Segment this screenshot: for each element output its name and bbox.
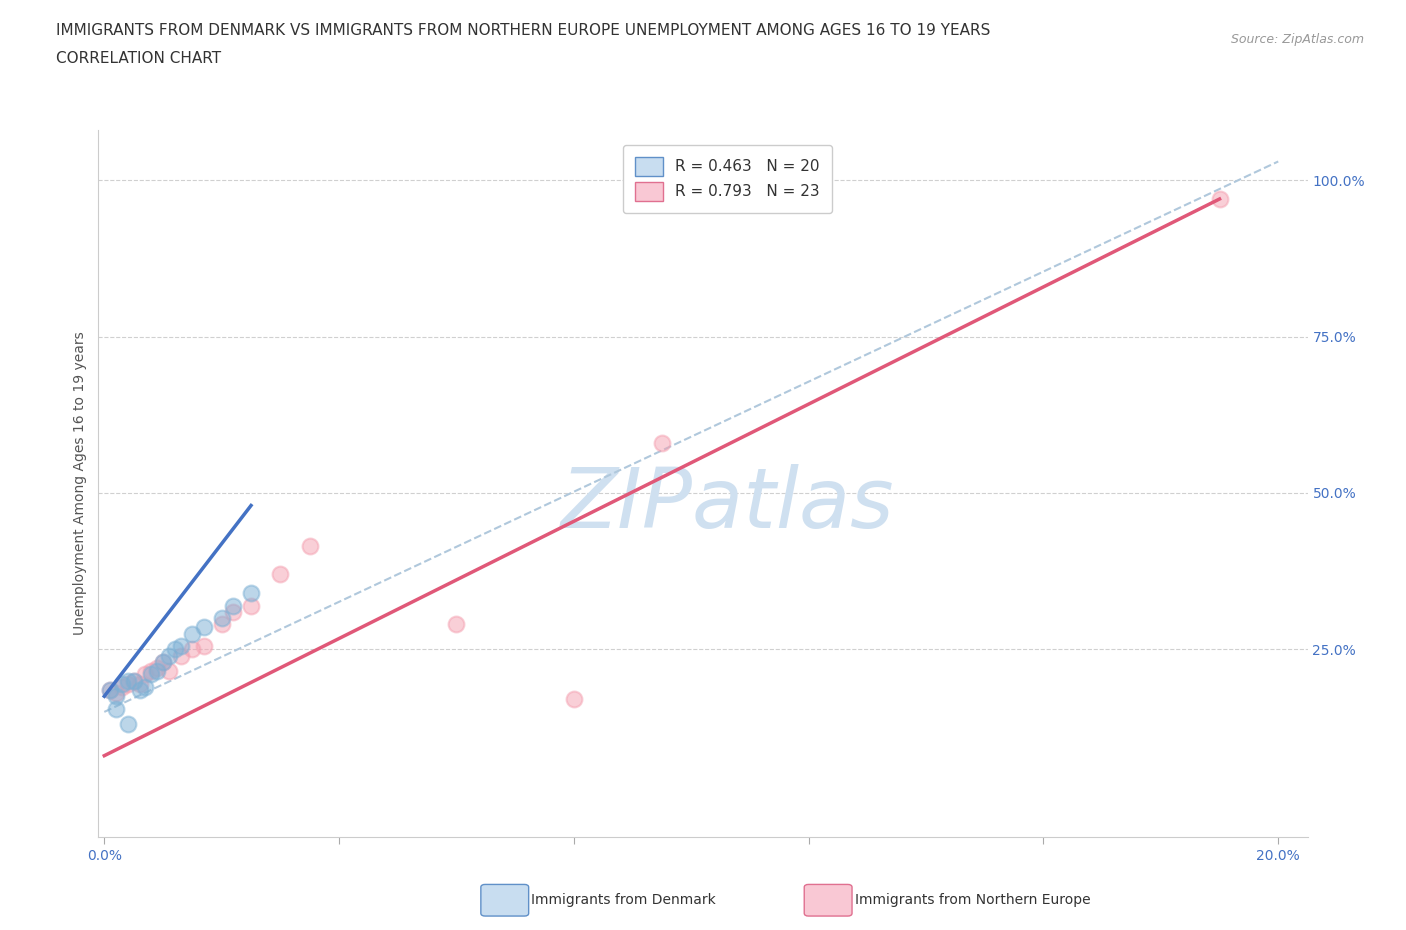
Point <box>211 611 233 626</box>
Point <box>122 673 145 688</box>
Point <box>117 717 139 732</box>
Point <box>240 598 263 613</box>
Point <box>98 683 121 698</box>
Point <box>240 586 263 601</box>
Point <box>157 648 180 663</box>
Legend: R = 0.463   N = 20, R = 0.793   N = 23: R = 0.463 N = 20, R = 0.793 N = 23 <box>623 145 831 213</box>
Text: Source: ZipAtlas.com: Source: ZipAtlas.com <box>1230 33 1364 46</box>
Point <box>169 648 191 663</box>
Point <box>222 604 245 619</box>
Text: Immigrants from Denmark: Immigrants from Denmark <box>531 893 716 908</box>
Point <box>128 683 150 698</box>
Point <box>562 692 585 707</box>
Point <box>157 664 180 679</box>
Point <box>141 664 163 679</box>
Point <box>146 664 169 679</box>
Point <box>181 626 204 641</box>
Point <box>193 639 215 654</box>
Point <box>222 598 245 613</box>
Point <box>105 685 128 700</box>
Point <box>146 660 169 675</box>
Point <box>141 667 163 682</box>
Point <box>193 620 215 635</box>
Point <box>269 567 291 582</box>
Point <box>181 642 204 657</box>
Y-axis label: Unemployment Among Ages 16 to 19 years: Unemployment Among Ages 16 to 19 years <box>73 332 87 635</box>
Point <box>117 676 139 691</box>
Point <box>152 655 174 670</box>
Point <box>105 701 128 716</box>
Text: ZIPatlas: ZIPatlas <box>561 464 894 545</box>
Point <box>211 617 233 631</box>
Point <box>105 689 128 704</box>
Point <box>111 680 134 695</box>
Text: IMMIGRANTS FROM DENMARK VS IMMIGRANTS FROM NORTHERN EUROPE UNEMPLOYMENT AMONG AG: IMMIGRANTS FROM DENMARK VS IMMIGRANTS FR… <box>56 23 991 38</box>
Point <box>134 667 156 682</box>
Point <box>128 676 150 691</box>
Point <box>298 538 321 553</box>
Point <box>1208 192 1230 206</box>
Point <box>122 673 145 688</box>
Point <box>446 617 468 631</box>
Point <box>651 435 673 450</box>
Point <box>98 683 121 698</box>
Point <box>111 676 134 691</box>
Point <box>134 680 156 695</box>
Text: CORRELATION CHART: CORRELATION CHART <box>56 51 221 66</box>
Point <box>169 639 191 654</box>
Point <box>117 673 139 688</box>
Point <box>152 655 174 670</box>
Text: Immigrants from Northern Europe: Immigrants from Northern Europe <box>855 893 1091 908</box>
Point <box>163 642 186 657</box>
